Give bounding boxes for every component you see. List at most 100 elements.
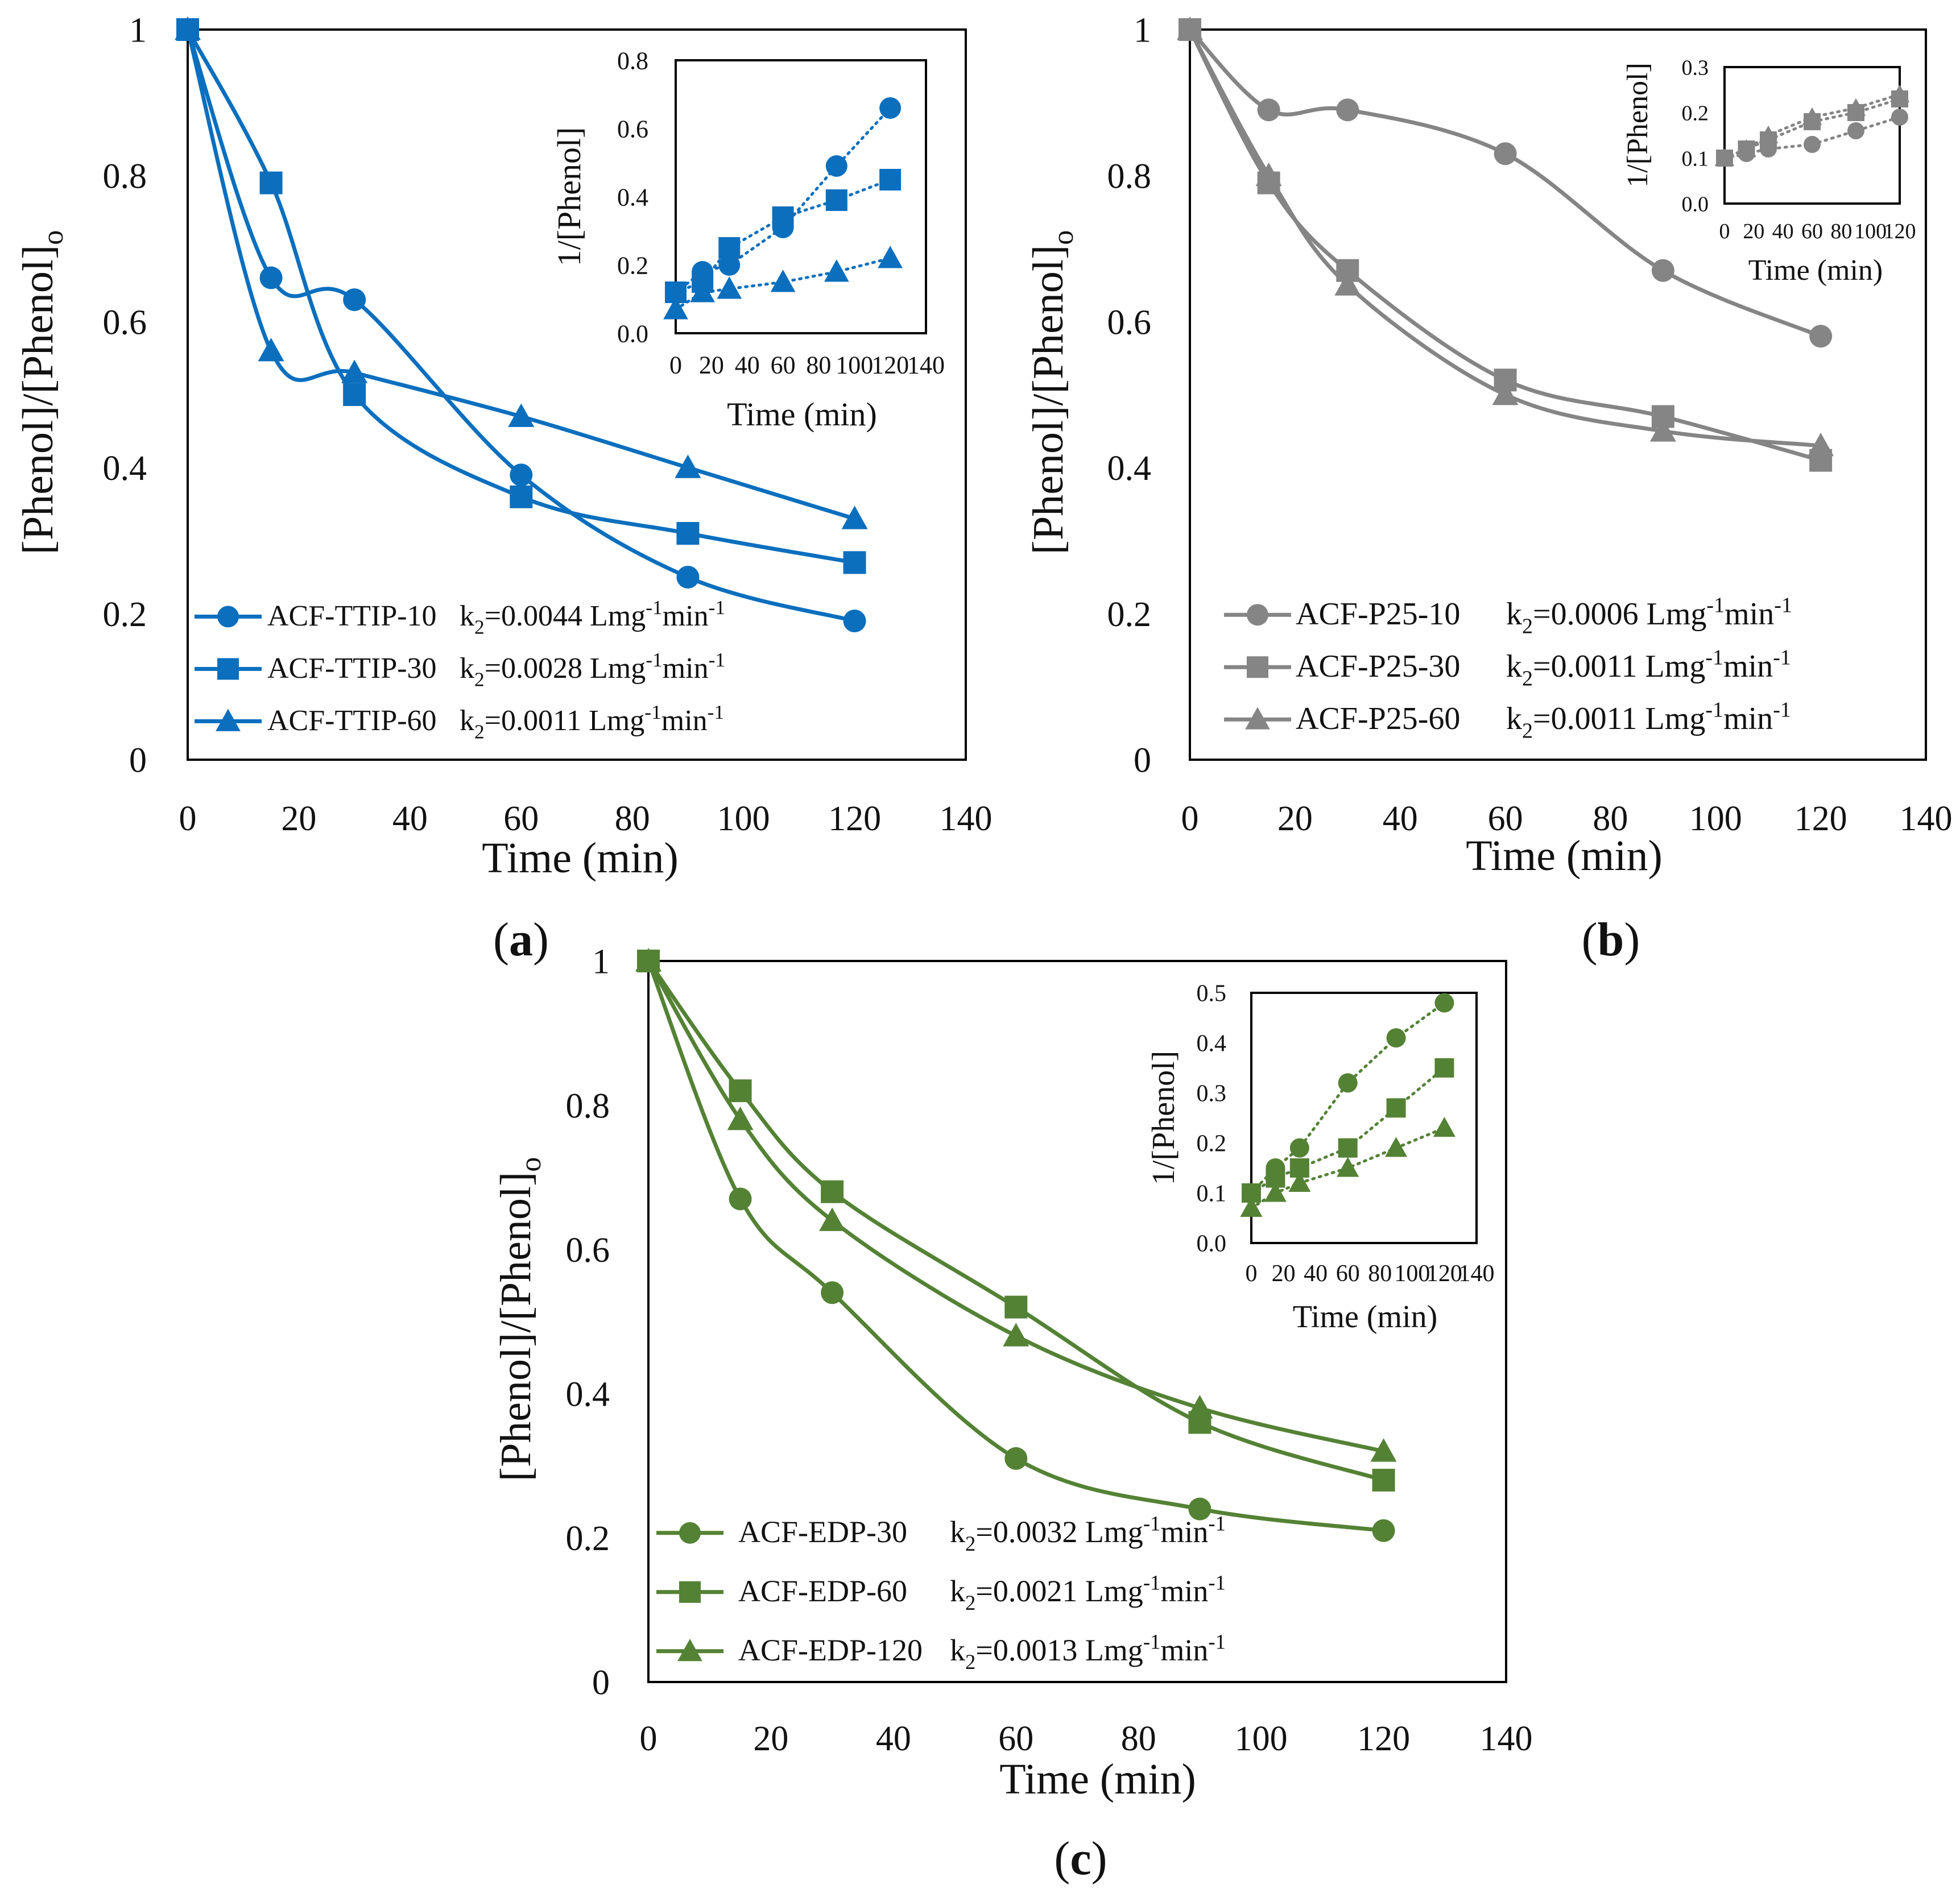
panel-c-y-ticks: 0 0.2 0.4 0.6 0.8 1 xyxy=(566,943,610,1702)
panel-c-y-tick-label: 0.8 xyxy=(566,1087,610,1125)
panel-c-inset-plot xyxy=(1240,993,1455,1217)
panel-c-inset-y-tick-label: 0.2 xyxy=(1197,1131,1227,1157)
legend-k-value: k2=0.0011 Lmg-1min-1 xyxy=(460,701,724,743)
panel-c-data-point xyxy=(1004,1447,1028,1470)
panel-b-data-point xyxy=(1257,98,1280,122)
panel-b-x-ticks: 0 20 40 60 80 100 120 140 xyxy=(1181,799,1953,838)
panel-a-inset-y-tick-label: 0.2 xyxy=(617,251,648,279)
panel-a-inset-y-axis-title: 1/[Phenol] xyxy=(551,127,588,267)
panel-b-inset-frame xyxy=(1723,66,1901,205)
panel-c-inset-y-tick-label: 0.1 xyxy=(1197,1181,1227,1207)
panel-a-y-tick-label: 0.4 xyxy=(103,449,147,488)
panel-c-inset-x-tick-label: 120 xyxy=(1426,1261,1462,1287)
panel-b-data-point xyxy=(1494,142,1517,165)
legend-series-name: ACF-EDP-60 xyxy=(738,1574,907,1608)
panel-a: 0 20 40 60 80 100 120 140 00.20.40.60.81 Time (… xyxy=(14,11,993,966)
panel-b-inset-x-tick-label: 20 xyxy=(1743,219,1764,243)
panel-c-data-point xyxy=(821,1281,844,1304)
panel-a-y-tick-label: 0.2 xyxy=(103,595,147,634)
legend-marker xyxy=(1247,604,1268,626)
legend-marker xyxy=(216,709,241,731)
panel-c-y-tick-label: 0.2 xyxy=(566,1519,610,1558)
legend-k-value: k2=0.0032 Lmg-1min-1 xyxy=(950,1511,1226,1555)
panel-a-inset-x-tick-label: 20 xyxy=(699,351,724,379)
panel-b-x-tick-label: 20 xyxy=(1277,799,1313,838)
panel-a-data-point xyxy=(510,463,533,487)
panel-c-x-axis-title: Time (min) xyxy=(999,1755,1196,1803)
legend-series-name: ACF-P25-30 xyxy=(1296,649,1460,684)
panel-c-y-tick-label: 0.6 xyxy=(566,1231,610,1270)
panel-c-inset-x-axis-title: Time (min) xyxy=(1293,1299,1438,1335)
panel-b-series-line-2 xyxy=(1188,28,1822,462)
panel-a-y-ticks: 0 0.2 0.4 0.6 0.8 1 xyxy=(103,11,147,780)
panel-c-x-tick-label: 40 xyxy=(876,1720,911,1758)
legend-series-name: ACF-P25-10 xyxy=(1296,596,1460,632)
panel-c-data-point xyxy=(821,1180,844,1203)
legend-marker xyxy=(679,1522,701,1544)
panel-b-y-tick-label: 0.6 xyxy=(1107,303,1152,342)
panel-b-x-tick-label: 0 xyxy=(1181,799,1199,838)
panel-a-y-tick-label: 0 xyxy=(129,741,147,780)
legend-k-value: k2=0.0013 Lmg-1min-1 xyxy=(950,1630,1226,1673)
panel-b-inset-data-point xyxy=(1804,136,1821,153)
panel-b-inset-y-tick-label: 0.3 xyxy=(1682,56,1709,80)
panel-c-y-tick-label: 0 xyxy=(592,1664,610,1702)
panel-b-inset-data-point xyxy=(1802,107,1822,125)
panel-a-y-tick-label: 1 xyxy=(129,11,147,50)
legend-marker xyxy=(677,1638,702,1662)
legend-marker xyxy=(217,606,239,628)
legend-k-value: k2=0.0021 Lmg-1min-1 xyxy=(950,1571,1226,1614)
panel-c-data-point xyxy=(729,1187,752,1211)
panel-c-legend: ACF-EDP-30 k2=0.0032 Lmg-1min-1 ACF-EDP-60… xyxy=(656,1511,1226,1673)
panel-c-y-tick-label: 0.4 xyxy=(566,1376,610,1414)
panel-b-data-point xyxy=(1334,272,1361,296)
panel-a-x-tick-label: 140 xyxy=(940,799,993,838)
panel-a-inset-data-point xyxy=(718,237,741,259)
panel-b-inset-data-point xyxy=(1846,98,1866,116)
panel-b-legend: ACF-P25-10 k2=0.0006 Lmg-1min-1 ACF-P25-30… xyxy=(1224,594,1792,743)
panel-a-data-point xyxy=(343,288,366,312)
panel-a-inset-x-tick-label: 80 xyxy=(806,351,831,379)
panel-c-x-tick-label: 120 xyxy=(1357,1720,1410,1758)
legend-marker xyxy=(1247,656,1268,678)
panel-b-y-axis-title: [Phenol]/[Phenol]o xyxy=(1024,230,1080,555)
panel-c-data-point xyxy=(729,1079,752,1103)
panel-b-inset-y-tick-label: 0.1 xyxy=(1682,147,1709,171)
panel-b: 0 20 40 60 80 100 120 140 00.20.40.60.81 Time (… xyxy=(1024,11,1953,966)
panel-c-inset-x-tick-label: 0 xyxy=(1246,1261,1258,1287)
panel-b-inset-y-axis-title: 1/[Phenol] xyxy=(1622,63,1654,188)
panel-a-inset-data-point xyxy=(770,270,796,292)
legend-k-value: k2=0.0044 Lmg-1min-1 xyxy=(460,596,725,638)
panel-c-data-point xyxy=(1003,1323,1029,1347)
panel-a-y-tick-label: 0.6 xyxy=(103,303,147,342)
panel-c-data-point xyxy=(1186,1395,1213,1419)
panel-a-x-tick-label: 100 xyxy=(717,799,770,838)
panel-a-series-line-1 xyxy=(185,28,855,623)
panel-c-inset-data-point xyxy=(1434,993,1454,1013)
panel-c-inset-y-tick-label: 0.0 xyxy=(1197,1231,1227,1257)
panel-c-inset-data-point xyxy=(1338,1138,1358,1158)
panel-a-legend: ACF-TTIP-10 k2=0.0044 Lmg-1min-1 ACF-TTIP-… xyxy=(195,596,725,743)
panel-c-inset-frame xyxy=(1250,992,1478,1244)
panel-a-x-tick-label: 80 xyxy=(615,799,650,838)
panel-a-data-point xyxy=(259,266,283,289)
panel-c-x-tick-label: 0 xyxy=(640,1720,658,1758)
panel-a-label: (a) xyxy=(493,913,549,966)
panel-b-data-point xyxy=(1651,259,1674,282)
panel-b-y-tick-label: 0.4 xyxy=(1107,449,1152,488)
panel-c: 0 20 40 60 80 100 120 140 00.20.40.60.81 Time (… xyxy=(492,943,1533,1885)
panel-a-inset-x-tick-label: 100 xyxy=(836,351,873,379)
panel-c-inset-y-axis-title: 1/[Phenol] xyxy=(1146,1051,1181,1185)
panel-a-inset-data-point xyxy=(825,155,847,177)
panel-a-x-tick-label: 0 xyxy=(179,799,197,838)
panel-a-series-line-3 xyxy=(185,29,855,521)
panel-c-x-tick-label: 80 xyxy=(1121,1720,1156,1758)
panel-c-inset-y-tick-label: 0.5 xyxy=(1197,981,1227,1007)
panel-a-data-point xyxy=(175,16,201,40)
panel-c-data-point xyxy=(819,1207,846,1231)
panel-a-inset-data-point xyxy=(879,97,902,119)
panel-c-inset-y-tick-label: 0.3 xyxy=(1197,1081,1227,1107)
legend-series-name: ACF-P25-60 xyxy=(1296,701,1460,736)
panel-b-inset-x-tick-label: 100 xyxy=(1854,219,1887,243)
